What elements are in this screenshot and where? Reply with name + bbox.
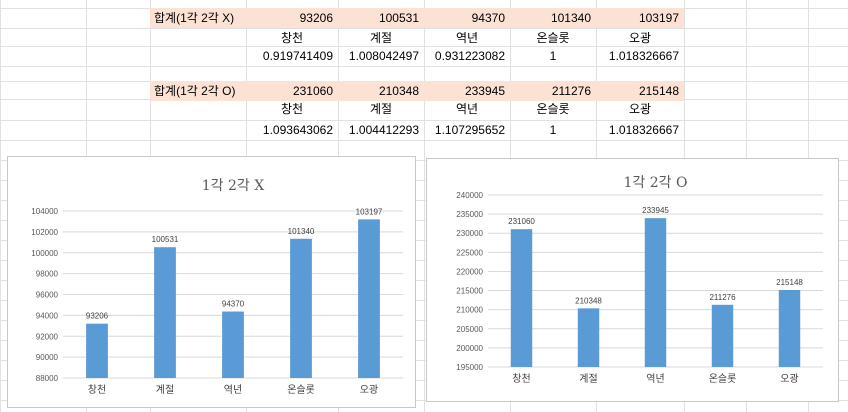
chart-1-bar-2[interactable]: [222, 311, 244, 378]
chart-1[interactable]: 1각 2각 X 88000 90000 92000 94000 96000 98000 100…: [7, 156, 416, 408]
chart-1-ytick-3: 94000: [36, 311, 59, 320]
chart-2-data-label-0: 231060: [508, 217, 535, 226]
chart-2-xtick-0: 창천: [512, 373, 530, 385]
chart-2-bar-0[interactable]: [510, 229, 533, 367]
chart-1-xtick-4: 오광: [360, 384, 378, 396]
chart-2-bar-2[interactable]: [644, 218, 667, 367]
chart-2-title: 1각 2각 O: [624, 175, 688, 191]
table2-ratio-0[interactable]: 1.093643062: [262, 123, 333, 137]
chart-2-xtick-1: 계절: [579, 372, 597, 385]
table2-name-0[interactable]: 창천: [280, 102, 304, 116]
chart-2-data-label-4: 215148: [776, 278, 803, 287]
table2-ratio-1[interactable]: 1.004412293: [348, 123, 419, 137]
chart-1-xtick-0: 창천: [88, 384, 106, 396]
table1-total-3[interactable]: 101340: [510, 8, 596, 28]
chart-1-data-label-4: 103197: [356, 207, 383, 216]
chart-1-ytick-7: 102000: [31, 228, 58, 237]
chart-2-ytick-0: 195000: [456, 363, 483, 372]
table1-name-4[interactable]: 오광: [628, 31, 652, 45]
table1-ratio-2[interactable]: 0.931223082: [434, 49, 505, 63]
chart-2-xtick-3: 온슬롯: [709, 373, 737, 385]
table1-ratio-4[interactable]: 1.018326667: [608, 49, 679, 63]
chart-2-bar-1[interactable]: [577, 308, 600, 367]
chart-2-data-label-3: 211276: [709, 293, 736, 302]
table2-total-2[interactable]: 233945: [424, 81, 510, 101]
table2-name-4[interactable]: 오광: [628, 102, 652, 116]
chart-2-ytick-1: 200000: [456, 344, 483, 353]
chart-2-svg: 1각 2각 O 195000 200000 205000 210000 215000 220…: [456, 175, 823, 385]
table2-ratio-4[interactable]: 1.018326667: [608, 123, 679, 137]
table1-total-0[interactable]: 93206: [246, 8, 338, 28]
table1-ratio-3[interactable]: 1: [549, 49, 557, 63]
table2-total-3[interactable]: 211276: [510, 81, 596, 101]
chart-1-xtick-2: 역년: [224, 384, 242, 396]
table1-total-2[interactable]: 94370: [424, 8, 510, 28]
chart-1-data-label-3: 101340: [288, 227, 315, 236]
table2-ratio-3[interactable]: 1: [549, 123, 557, 137]
chart-2-ytick-6: 225000: [456, 248, 483, 257]
chart-1-ytick-1: 90000: [36, 353, 59, 362]
chart-2-ytick-2: 205000: [456, 325, 483, 334]
table2-total-1[interactable]: 210348: [338, 81, 424, 101]
table1-name-0[interactable]: 창천: [280, 31, 304, 45]
chart-1-title: 1각 2각 X: [202, 178, 264, 194]
chart-1-ytick-0: 88000: [36, 374, 59, 383]
chart-2-ytick-3: 210000: [456, 306, 483, 315]
table1-name-1[interactable]: 계절: [369, 31, 393, 45]
chart-1-data-label-0: 93206: [86, 312, 109, 321]
table2-name-3[interactable]: 온슬롯: [536, 102, 570, 116]
table2-name-2[interactable]: 역년: [455, 102, 479, 116]
chart-1-ytick-4: 96000: [36, 291, 59, 300]
table2-name-1[interactable]: 계절: [369, 102, 393, 116]
table2-total-0[interactable]: 231060: [246, 81, 338, 101]
table1-total-4[interactable]: 103197: [596, 8, 684, 28]
chart-2-ytick-5: 220000: [456, 267, 483, 276]
chart-1-bar-4[interactable]: [358, 219, 380, 378]
table1-name-2[interactable]: 역년: [455, 31, 479, 45]
chart-2-xtick-4: 오광: [780, 373, 798, 385]
chart-1-data-label-2: 94370: [222, 300, 245, 309]
table1-name-3[interactable]: 온슬롯: [536, 31, 570, 45]
table1-ratio-0[interactable]: 0.919741409: [262, 49, 333, 63]
chart-1-bar-1[interactable]: [154, 247, 176, 378]
chart-1-ytick-2: 92000: [36, 332, 59, 341]
chart-1-ytick-5: 98000: [36, 270, 59, 279]
chart-1-data-label-1: 100531: [152, 235, 179, 244]
table2-ratio-2[interactable]: 1.107295652: [434, 123, 505, 137]
chart-2-data-label-1: 210348: [575, 296, 602, 305]
chart-2-bar-4[interactable]: [778, 289, 801, 367]
table2-label[interactable]: 합계(1각 2각 O): [150, 81, 246, 101]
table1-total-1[interactable]: 100531: [338, 8, 424, 28]
table1-label[interactable]: 합계(1각 2각 X): [150, 8, 246, 28]
chart-2-ytick-9: 240000: [456, 191, 483, 200]
table2-total-4[interactable]: 215148: [596, 81, 684, 101]
chart-1-bar-3[interactable]: [290, 238, 312, 378]
chart-2-bar-3[interactable]: [711, 304, 734, 367]
chart-2-xtick-2: 역년: [646, 373, 664, 385]
chart-1-bar-0[interactable]: [86, 323, 108, 378]
chart-2[interactable]: 1각 2각 O 195000 200000 205000 210000 215000 220…: [426, 158, 839, 402]
chart-2-data-label-2: 233945: [642, 206, 669, 215]
chart-1-svg: 1각 2각 X 88000 90000 92000 94000 96000 98000 100…: [31, 178, 403, 396]
chart-1-xtick-1: 계절: [156, 383, 174, 396]
chart-2-ytick-8: 235000: [456, 210, 483, 219]
chart-1-ytick-8: 104000: [31, 207, 58, 216]
chart-2-ytick-4: 215000: [456, 287, 483, 296]
chart-2-ytick-7: 230000: [456, 229, 483, 238]
chart-1-ytick-6: 100000: [31, 249, 58, 258]
table1-ratio-1[interactable]: 1.008042497: [348, 49, 419, 63]
chart-1-xtick-3: 온슬롯: [287, 384, 315, 396]
